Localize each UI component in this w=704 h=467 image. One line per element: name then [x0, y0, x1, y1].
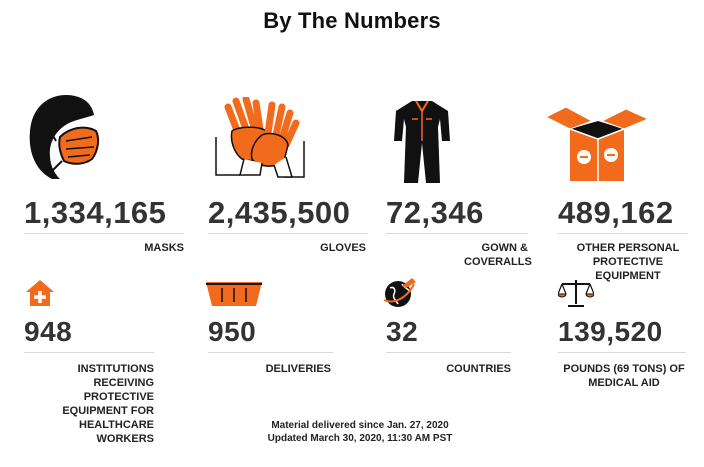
open-box-icon — [542, 103, 652, 183]
stat-other-ppe-value: 489,162 — [558, 195, 674, 230]
stat-masks-divider — [24, 233, 184, 234]
delivery-crate-icon — [204, 280, 264, 308]
gloves-icon — [214, 97, 306, 181]
face-mask-icon — [22, 91, 102, 183]
page-title: By The Numbers — [263, 8, 441, 33]
stat-gloves-label: GLOVES — [320, 242, 366, 254]
stat-pounds-value: 139,520 — [558, 316, 663, 347]
stat-masks-label: MASKS — [144, 242, 184, 254]
medical-house-icon — [24, 278, 56, 308]
stat-countries-divider — [386, 352, 511, 353]
stat-gloves-value: 2,435,500 — [208, 195, 351, 230]
stat-coveralls-label: GOWN & COVERALLS — [464, 242, 532, 268]
stat-institutions-divider — [24, 352, 154, 353]
stat-other-ppe-divider — [558, 233, 688, 234]
stat-pounds-divider — [558, 352, 686, 353]
footer-updated: Updated March 30, 2020, 11:30 AM PST — [267, 433, 453, 444]
stat-coveralls-value: 72,346 — [386, 195, 484, 230]
stat-institutions-label: INSTITUTIONS RECEIVING PROTECTIVE EQUIPM… — [62, 363, 154, 445]
stat-countries-value: 32 — [386, 316, 419, 347]
footer-material-delivered: Material delivered since Jan. 27, 2020 — [271, 420, 449, 431]
stat-countries-label: COUNTRIES — [446, 363, 511, 375]
globe-plane-icon — [382, 274, 418, 310]
stat-deliveries-label: DELIVERIES — [265, 363, 331, 375]
footer-note: Material delivered since Jan. 27, 2020 U… — [200, 419, 520, 445]
stat-other-ppe-label: OTHER PERSONAL PROTECTIVE EQUIPMENT — [576, 242, 680, 282]
stat-pounds-label: POUNDS (69 TONS) OF MEDICAL AID — [563, 363, 685, 389]
stat-gloves-divider — [208, 233, 368, 234]
stat-deliveries-divider — [208, 352, 333, 353]
stat-coveralls-divider — [386, 233, 528, 234]
stat-deliveries-value: 950 — [208, 316, 257, 347]
stat-institutions-value: 948 — [24, 316, 73, 347]
stat-masks-value: 1,334,165 — [24, 195, 167, 230]
coveralls-icon — [392, 97, 452, 185]
balance-scale-icon — [558, 278, 594, 308]
